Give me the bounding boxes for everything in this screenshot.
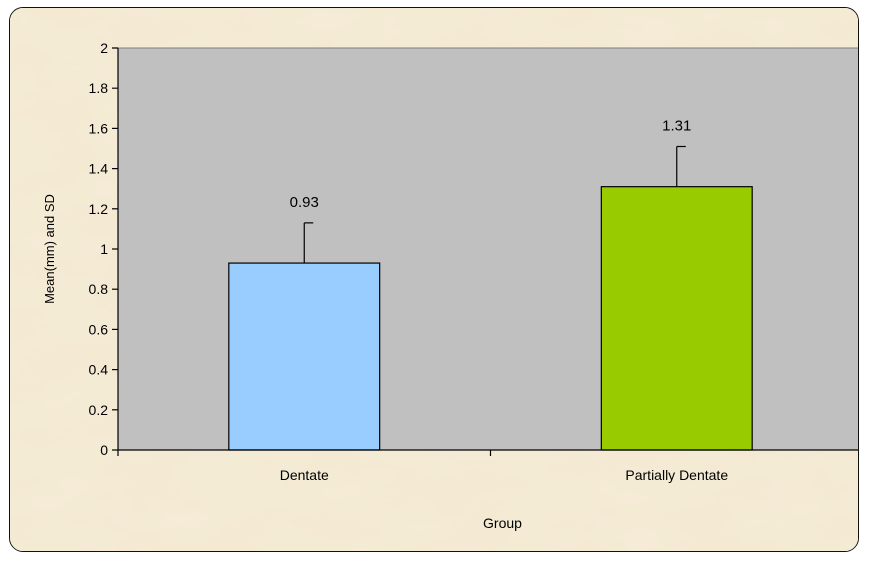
bar-partially-dentate	[600, 186, 753, 451]
x-tick-label: Dentate	[280, 467, 329, 483]
y-tick-label: 1.2	[89, 201, 109, 217]
data-label: 1.31	[662, 117, 691, 134]
y-tick-label: 1.4	[89, 161, 109, 177]
y-tick-label: 0.2	[89, 402, 109, 418]
data-label: 0.93	[290, 194, 319, 211]
y-tick-label: 0.6	[89, 321, 109, 337]
y-tick-label: 1	[100, 241, 108, 257]
y-tick-label: 0.4	[89, 362, 109, 378]
y-tick-label: 0.8	[89, 281, 109, 297]
x-axis-title: Group	[483, 515, 522, 531]
chart-frame: 0.93 Dentate 1.31 Partially Dentate 0 0.2 0.4 0…	[9, 7, 859, 552]
y-tick-label: 1.8	[89, 80, 109, 96]
y-axis-title: Mean(mm) and SD	[42, 194, 57, 304]
x-tick-label: Partially Dentate	[625, 467, 728, 483]
y-tick-label: 2	[100, 40, 108, 56]
bar-chart: 0.93 Dentate 1.31 Partially Dentate 0 0.2 0.4 0…	[10, 8, 858, 551]
y-tick-label: 1.6	[89, 120, 109, 136]
bar-dentate	[228, 262, 381, 451]
y-tick-label: 0	[100, 442, 108, 458]
